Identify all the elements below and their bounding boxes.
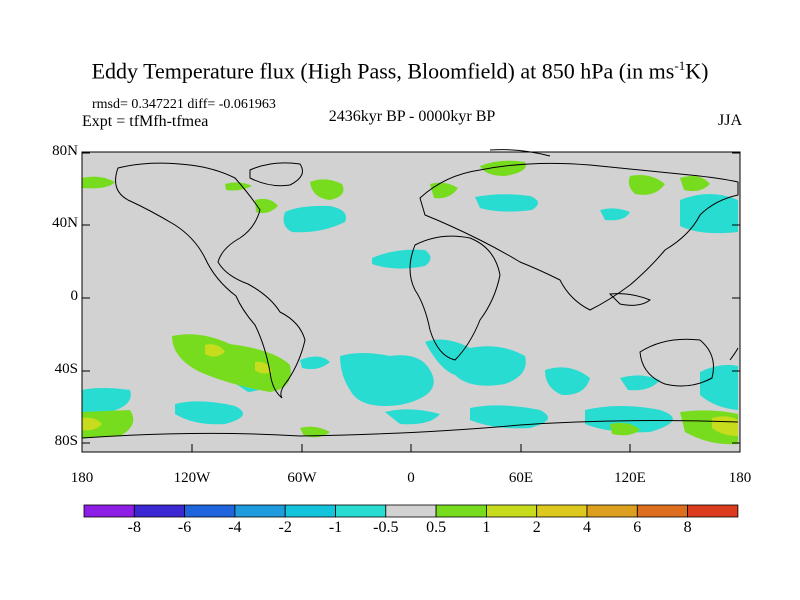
- colorbar-label: -2: [278, 519, 292, 536]
- period-label: 2436kyr BP - 0000kyr BP: [328, 108, 496, 125]
- season-label: JJA: [717, 112, 742, 129]
- colorbar-label: -6: [177, 519, 192, 536]
- lon-label-120w: 120W: [173, 470, 211, 486]
- lat-label-40n: 40N: [52, 215, 78, 231]
- lat-label-0: 0: [70, 288, 79, 304]
- colorbar-box: [385, 504, 437, 518]
- lat-label-80s: 80S: [54, 433, 78, 449]
- colorbar-box: [234, 504, 286, 518]
- colorbar-box: [586, 504, 638, 518]
- colorbar-box: [83, 504, 135, 518]
- experiment-label: Expt = tfMfh-tfmea: [82, 113, 209, 130]
- colorbar-label: 8: [683, 519, 692, 536]
- colorbar-box: [687, 504, 739, 518]
- lon-label-0: 0: [407, 470, 415, 486]
- colorbar-box: [435, 504, 487, 518]
- axis-ticks: [82, 152, 740, 452]
- map-title: Eddy Temperature flux (High Pass, Bloomf…: [0, 58, 800, 84]
- lon-label-60e: 60E: [508, 470, 534, 486]
- colorbar-label: -1: [328, 519, 343, 536]
- lon-label-60w: 60W: [287, 470, 317, 486]
- colorbar-label: 2: [532, 519, 541, 536]
- colorbar-label: -8: [127, 519, 141, 536]
- lat-label-80n: 80N: [52, 143, 78, 159]
- lon-label-120e: 120E: [614, 470, 646, 486]
- colorbar-label: 0.5: [426, 519, 447, 536]
- colorbar-box: [284, 504, 336, 518]
- colorbar: [83, 504, 739, 518]
- colorbar-label: 6: [633, 519, 642, 536]
- title-superscript: -1: [674, 58, 686, 73]
- colorbar-box: [485, 504, 538, 518]
- colorbar-box: [536, 504, 588, 518]
- title-tail: K): [685, 58, 709, 84]
- lat-label-40s: 40S: [54, 361, 78, 377]
- colorbar-label: -4: [228, 519, 242, 536]
- title-text: Eddy Temperature flux (High Pass, Bloomf…: [91, 58, 675, 84]
- colorbar-label: -0.5: [373, 519, 399, 536]
- colorbar-box: [636, 504, 688, 518]
- colorbar-box: [335, 504, 387, 518]
- positive-anomaly-regions: [82, 160, 738, 445]
- coastlines: [81, 149, 739, 439]
- colorbar-box: [133, 504, 186, 518]
- negative-anomaly-regions: [82, 194, 738, 433]
- stats-line: rmsd= 0.347221 diff= -0.061963: [92, 97, 276, 112]
- colorbar-box: [184, 504, 236, 518]
- lon-label-180e: 180: [728, 470, 752, 486]
- colorbar-label: 4: [583, 519, 591, 536]
- lon-label-180w: 180: [70, 470, 94, 486]
- colorbar-label: 1: [482, 519, 491, 536]
